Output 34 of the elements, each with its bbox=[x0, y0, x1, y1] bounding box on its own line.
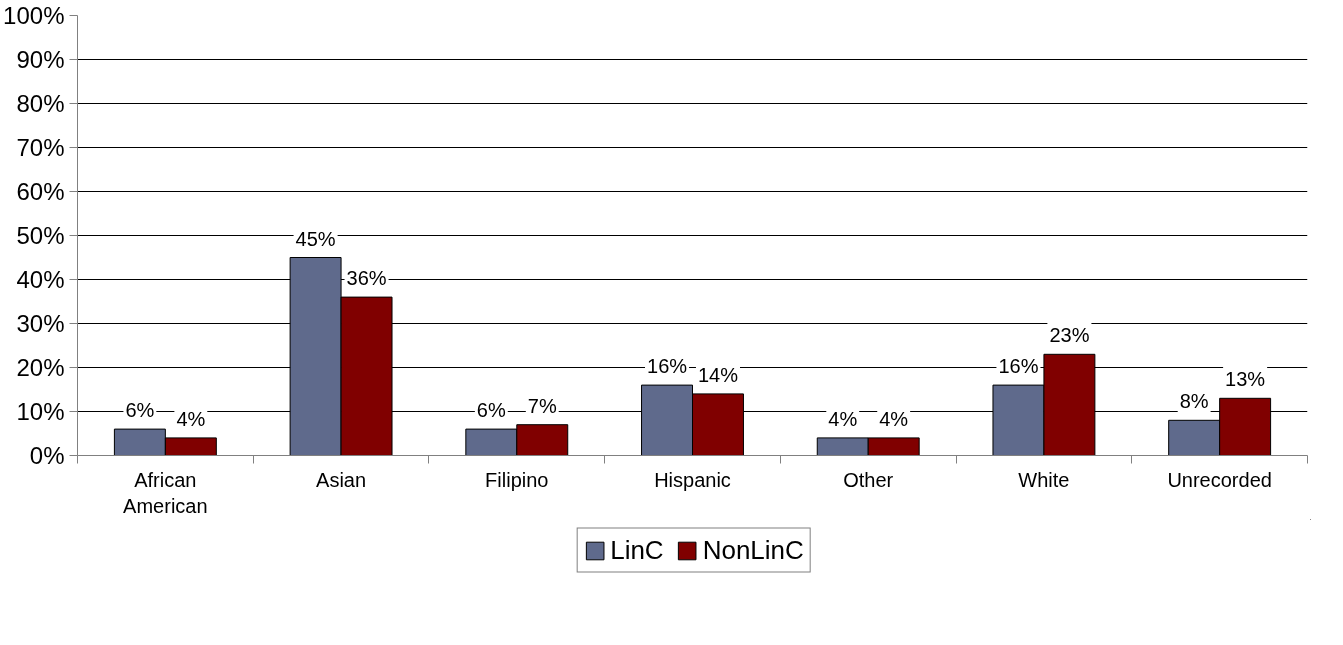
x-tick-label: Hispanic bbox=[654, 468, 731, 491]
data-label: 4% bbox=[176, 407, 206, 430]
x-tick-label: Filipino bbox=[485, 468, 549, 491]
x-tick-label: Asian bbox=[316, 468, 367, 491]
x-tick-label: White bbox=[1018, 468, 1070, 491]
data-label: 13% bbox=[1225, 368, 1266, 391]
y-tick-label: 10% bbox=[16, 398, 65, 425]
data-label: 8% bbox=[1179, 390, 1209, 413]
y-tick-label: 20% bbox=[16, 354, 65, 381]
data-label: 45% bbox=[295, 227, 336, 250]
x-tick-label: African American bbox=[123, 468, 208, 517]
data-label: 23% bbox=[1049, 324, 1090, 347]
y-tick-label: 30% bbox=[16, 310, 65, 337]
data-label: 4% bbox=[879, 407, 909, 430]
y-tick-label: 60% bbox=[16, 178, 65, 205]
data-label: 4% bbox=[828, 407, 858, 430]
legend-label: LinC bbox=[610, 534, 664, 566]
x-tick-label: Unrecorded bbox=[1167, 468, 1272, 491]
y-tick-label: 90% bbox=[16, 46, 65, 73]
y-tick-label: 80% bbox=[16, 90, 65, 117]
data-label: 14% bbox=[697, 363, 739, 386]
x-tick-label: Other bbox=[843, 468, 894, 491]
legend-label: NonLinC bbox=[702, 534, 804, 566]
data-label: 7% bbox=[527, 394, 557, 417]
data-label: 6% bbox=[125, 399, 155, 422]
data-label: 16% bbox=[998, 355, 1039, 378]
y-tick-label: 100% bbox=[3, 2, 65, 29]
y-tick-label: 70% bbox=[16, 134, 65, 161]
y-tick-label: 40% bbox=[16, 266, 65, 293]
data-label: 6% bbox=[476, 399, 506, 422]
data-label: 16% bbox=[647, 355, 688, 378]
data-label: 36% bbox=[346, 267, 387, 290]
y-tick-label: 0% bbox=[29, 442, 65, 469]
y-tick-label: 50% bbox=[16, 222, 65, 249]
